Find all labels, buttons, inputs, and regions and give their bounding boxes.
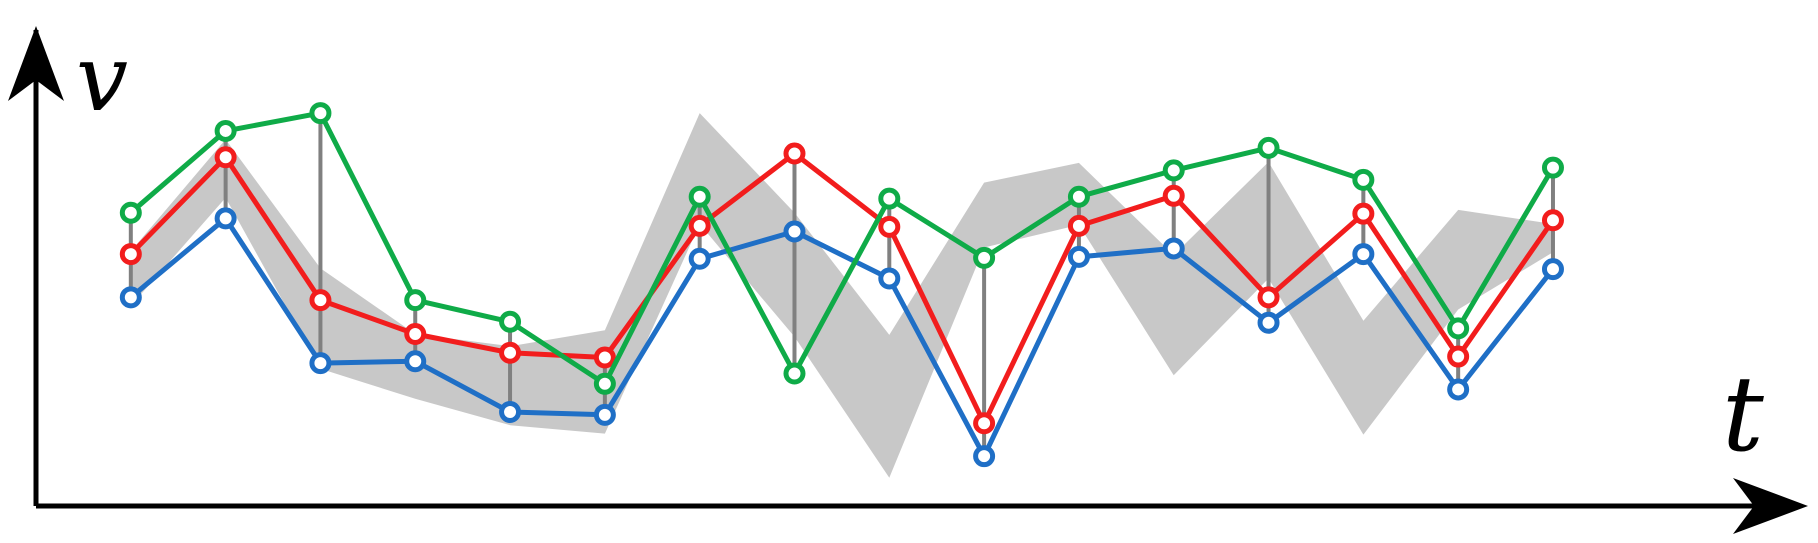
series-3-point-12 (1162, 159, 1185, 182)
series-1-point-16 (1541, 258, 1564, 281)
series-1-point-15 (1447, 378, 1470, 401)
series-3-point-11 (1067, 185, 1090, 208)
series-3-point-14 (1352, 168, 1375, 191)
x-axis-arrow (1733, 478, 1808, 534)
series-2-point-10 (973, 412, 996, 435)
x-axis-label: t (1722, 353, 1764, 475)
series-1-point-12 (1162, 237, 1185, 260)
series-1-point-3 (309, 352, 332, 375)
series-3-point-15 (1447, 317, 1470, 340)
series-1-point-13 (1257, 311, 1280, 334)
series-2-point-12 (1162, 184, 1185, 207)
axes: v t (8, 25, 1808, 534)
series-1-line (129, 215, 1555, 459)
series-3-point-1 (119, 201, 142, 224)
series-3-point-5 (499, 310, 522, 333)
series-2-point-11 (1067, 214, 1090, 237)
series-2-point-5 (499, 341, 522, 364)
series-2-point-14 (1352, 202, 1375, 225)
series-1-point-2 (214, 207, 237, 230)
series-2-point-16 (1541, 209, 1564, 232)
series-3-point-2 (214, 119, 237, 142)
series-2-point-8 (783, 142, 806, 165)
series-1-point-6 (593, 403, 616, 426)
series-2-point-13 (1257, 286, 1280, 309)
series-3-point-4 (404, 289, 427, 312)
series-1-point-1 (119, 286, 142, 309)
series-2-point-6 (593, 346, 616, 369)
series-2-point-2 (214, 146, 237, 169)
series-3-point-6 (593, 372, 616, 395)
series-3-line (129, 110, 1556, 387)
series-2-point-7 (688, 214, 711, 237)
series-1-point-7 (688, 247, 711, 270)
series-3-point-7 (688, 185, 711, 208)
y-axis-arrow (8, 26, 64, 101)
band-area (130, 113, 1553, 478)
series-2-point-4 (404, 322, 427, 345)
series-3-point-13 (1257, 136, 1280, 159)
series-1-point-8 (783, 220, 806, 243)
series-3-point-10 (973, 246, 996, 269)
series-1-point-11 (1067, 245, 1090, 268)
series-3-point-16 (1541, 156, 1564, 179)
series-3-point-3 (309, 102, 332, 125)
series-2-point-15 (1447, 345, 1470, 368)
series-2-point-1 (119, 243, 142, 266)
series-1-point-14 (1352, 243, 1375, 266)
series-1 (119, 207, 1564, 468)
series-lines (119, 102, 1564, 468)
series-1-point-10 (973, 445, 996, 468)
series-1-point-4 (404, 350, 427, 373)
series-3 (119, 102, 1564, 395)
series-1-point-5 (499, 401, 522, 423)
series-1-point-9 (878, 267, 901, 290)
series-3-point-9 (878, 187, 901, 210)
series-2-point-3 (309, 289, 332, 312)
series-3-point-8 (783, 362, 806, 385)
series-2 (119, 142, 1564, 435)
series-2-point-9 (878, 215, 901, 238)
gray-band (130, 113, 1553, 478)
y-axis-label: v (76, 25, 128, 132)
series-2-line (129, 151, 1556, 426)
